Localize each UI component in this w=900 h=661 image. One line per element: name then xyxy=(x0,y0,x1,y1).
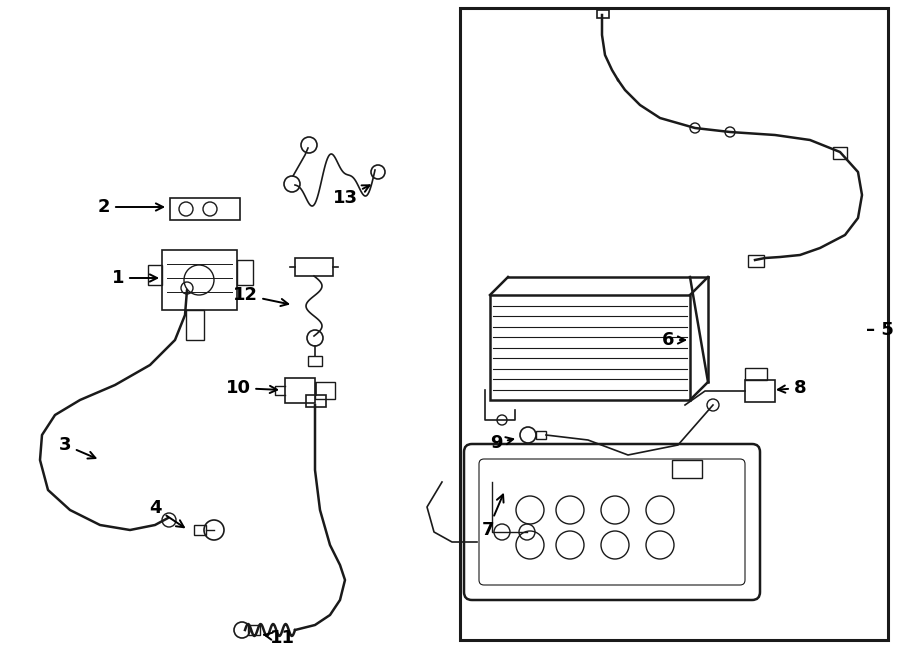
Text: 7: 7 xyxy=(482,494,504,539)
Bar xyxy=(170,198,240,220)
Text: 1: 1 xyxy=(112,269,157,287)
Bar xyxy=(490,295,690,400)
Bar xyxy=(295,258,333,276)
Bar xyxy=(745,380,775,402)
Text: 11: 11 xyxy=(264,629,294,647)
Text: 13: 13 xyxy=(332,185,370,207)
Bar xyxy=(248,625,260,635)
Bar xyxy=(748,255,764,267)
Text: 10: 10 xyxy=(226,379,277,397)
Bar xyxy=(308,356,322,366)
Text: 2: 2 xyxy=(98,198,163,216)
Text: 3: 3 xyxy=(58,436,95,459)
Text: 9: 9 xyxy=(490,434,513,452)
Text: 12: 12 xyxy=(232,286,288,306)
Bar xyxy=(315,382,335,399)
Bar xyxy=(285,378,315,403)
Bar xyxy=(162,250,237,310)
Bar xyxy=(833,147,847,159)
Bar xyxy=(186,310,204,340)
Bar xyxy=(672,460,702,478)
Text: 8: 8 xyxy=(778,379,806,397)
Bar xyxy=(536,431,546,439)
Bar xyxy=(148,265,162,285)
Bar xyxy=(460,8,888,640)
Text: 4: 4 xyxy=(148,499,184,527)
Text: – 5: – 5 xyxy=(866,321,894,339)
Bar xyxy=(194,525,206,535)
Bar xyxy=(745,368,767,380)
Text: 6: 6 xyxy=(662,331,685,349)
Bar xyxy=(597,10,609,18)
Bar xyxy=(306,395,326,407)
Bar xyxy=(237,260,253,285)
